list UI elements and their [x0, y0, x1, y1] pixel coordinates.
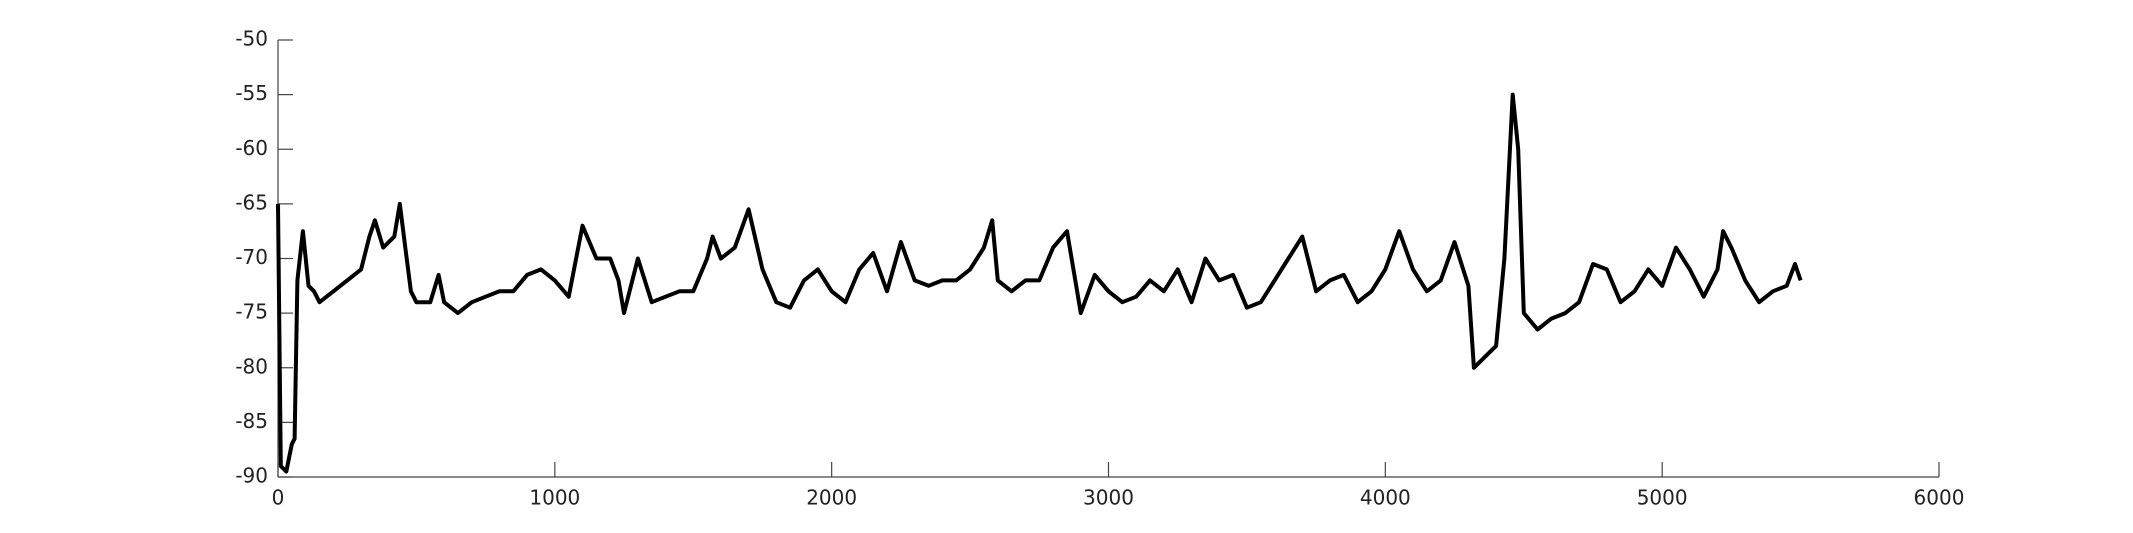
y-tick-label: -55	[235, 81, 268, 105]
x-tick-label: 3000	[1083, 486, 1134, 510]
y-tick-label: -60	[235, 136, 268, 160]
data-line	[276, 92, 1803, 474]
y-tick-label: -90	[235, 464, 268, 488]
y-tick-label: -65	[235, 190, 268, 214]
y-tick-label: -85	[235, 409, 268, 433]
y-tick-label: -75	[235, 300, 268, 324]
y-tick-label: -70	[235, 245, 268, 269]
x-tick-label: 0	[272, 486, 285, 510]
x-tick-label: 1000	[529, 486, 580, 510]
x-tick-label: 6000	[1914, 486, 1965, 510]
y-tick-label: -50	[235, 27, 268, 51]
x-tick-label: 4000	[1360, 486, 1411, 510]
y-tick-label: -80	[235, 354, 268, 378]
x-tick-label: 5000	[1637, 486, 1688, 510]
x-tick-label: 2000	[806, 486, 857, 510]
